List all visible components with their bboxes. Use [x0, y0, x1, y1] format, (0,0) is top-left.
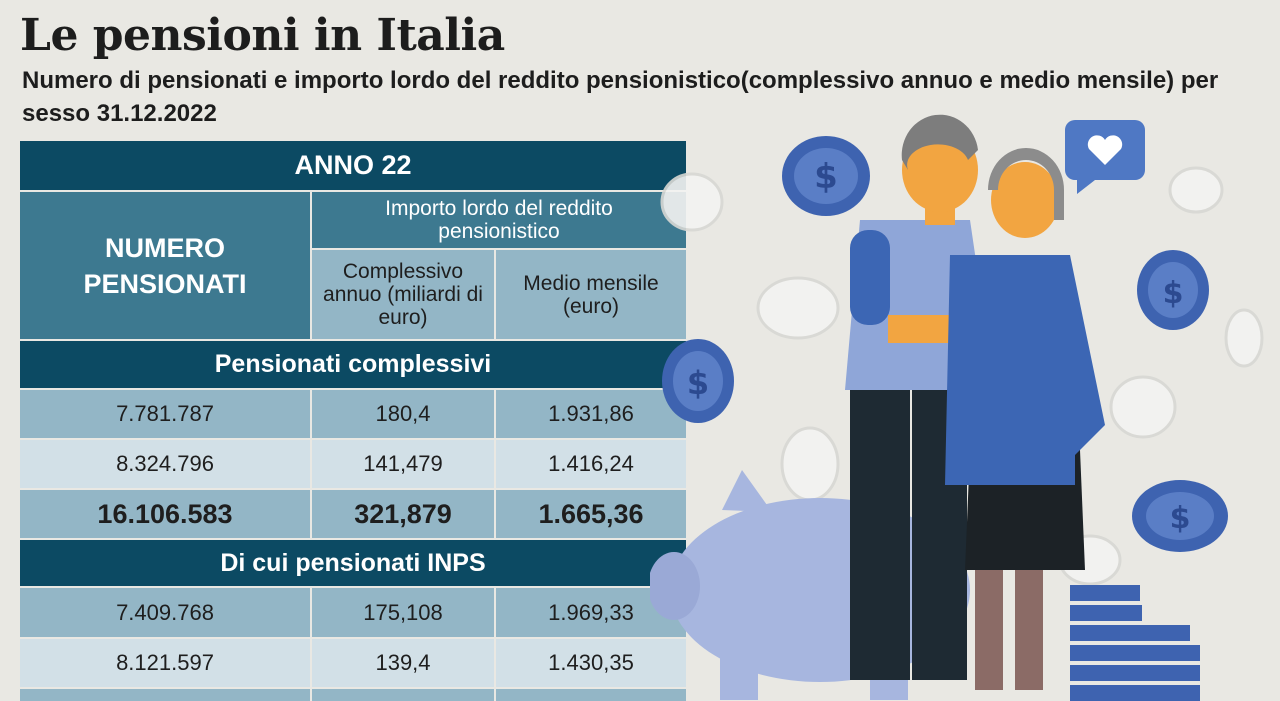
table-cell-cropped [312, 689, 494, 701]
table-cell: 1.931,86 [496, 390, 686, 438]
section-label-complessivi: Pensionati complessivi [20, 341, 686, 388]
heart-speech-bubble-icon [1065, 120, 1145, 194]
svg-text:$: $ [1170, 501, 1191, 536]
year-header: ANNO 22 [20, 141, 686, 190]
table-cell: 1.430,35 [496, 639, 686, 687]
table-cell: 7.781.787 [20, 390, 310, 438]
table-cell-cropped [496, 689, 686, 701]
dollar-coin-icon: $ $ $ $ [662, 136, 1228, 552]
importo-lordo-header: Importo lordo del reddito pensionistico [312, 192, 686, 248]
table-cell: 175,108 [312, 588, 494, 637]
medio-mensile-header: Medio mensile (euro) [496, 250, 686, 339]
section-label-inps: Di cui pensionati INPS [20, 540, 686, 586]
table-cell: 180,4 [312, 390, 494, 438]
table-total-cell: 321,879 [312, 490, 494, 538]
coin-stack-icon [1070, 585, 1200, 701]
elderly-woman-figure [945, 148, 1105, 690]
svg-text:$: $ [814, 157, 838, 197]
table-cell: 141,479 [312, 440, 494, 488]
page-subtitle: Numero di pensionati e importo lordo del… [22, 67, 1219, 127]
table-cell: 7.409.768 [20, 588, 310, 637]
complessivo-annuo-header: Complessivo annuo (miliardi di euro) [312, 250, 494, 339]
elderly-couple-illustration: $ $ $ $ [650, 114, 1264, 701]
svg-text:$: $ [1163, 276, 1184, 311]
table-total-cell: 1.665,36 [496, 490, 686, 538]
dollar-coin-icon [660, 166, 1264, 586]
table-total-cell: 16.106.583 [20, 490, 310, 538]
page-title: Le pensioni in Italia [20, 10, 505, 61]
table-cell: 1.416,24 [496, 440, 686, 488]
table-cell-cropped [20, 689, 310, 701]
table-cell: 8.324.796 [20, 440, 310, 488]
svg-text:$: $ [687, 364, 709, 402]
pension-table: ANNO 22 NUMERO PENSIONATI Importo lordo … [20, 141, 686, 701]
table-cell: 8.121.597 [20, 639, 310, 687]
numero-pensionati-header: NUMERO PENSIONATI [20, 192, 310, 339]
table-cell: 139,4 [312, 639, 494, 687]
